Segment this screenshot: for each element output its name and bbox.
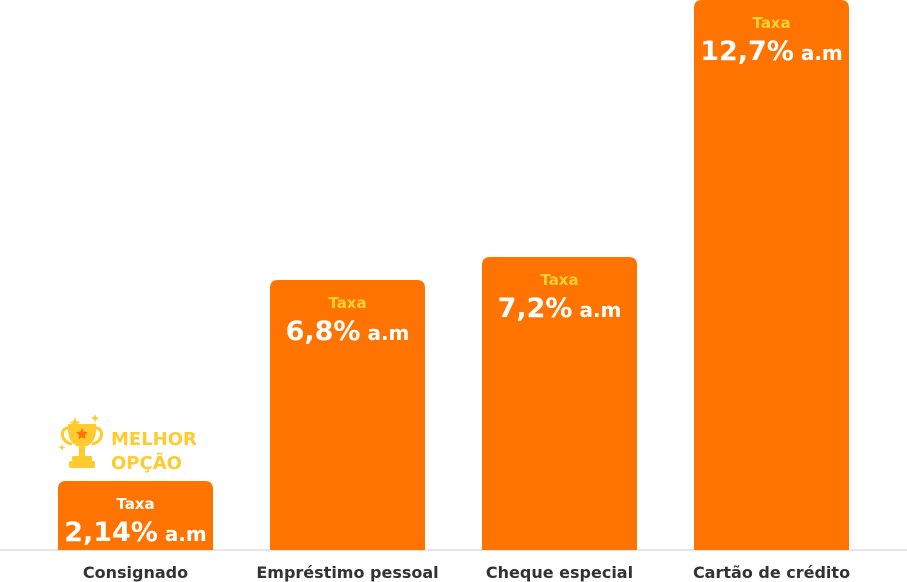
bar-caption-1: Taxa [116, 495, 154, 513]
trophy-icon [58, 414, 103, 468]
bars-group [58, 0, 849, 550]
bar-labels-group: Taxa 2,14% a.m Taxa 6,8% a.m Taxa 7,2% a.m Tax… [64, 14, 843, 548]
bar-1 [58, 481, 213, 550]
category-label-3: Cheque especial [486, 563, 633, 582]
bar-2 [270, 280, 425, 550]
bar-3 [482, 257, 637, 550]
badge-text-line2: OPÇÃO [111, 451, 182, 474]
bar-value-label-2: 6,8% a.m [286, 316, 410, 347]
category-labels-group: Consignado Empréstimo pessoal Cheque espec… [83, 563, 850, 582]
category-label-2: Empréstimo pessoal [256, 563, 438, 582]
category-label-4: Cartão de crédito [693, 563, 850, 582]
bar-value-label-4: 12,7% a.m [700, 36, 843, 67]
bar-4 [694, 0, 849, 550]
bar-value-label-3: 7,2% a.m [498, 293, 622, 324]
bar-caption-2: Taxa [328, 294, 366, 312]
bar-caption-3: Taxa [540, 271, 578, 289]
best-option-badge: MELHOR OPÇÃO [58, 414, 197, 474]
category-label-1: Consignado [83, 563, 188, 582]
badge-text-line1: MELHOR [111, 429, 197, 450]
bar-value-label-1: 2,14% a.m [64, 517, 207, 548]
bar-caption-4: Taxa [752, 14, 790, 32]
